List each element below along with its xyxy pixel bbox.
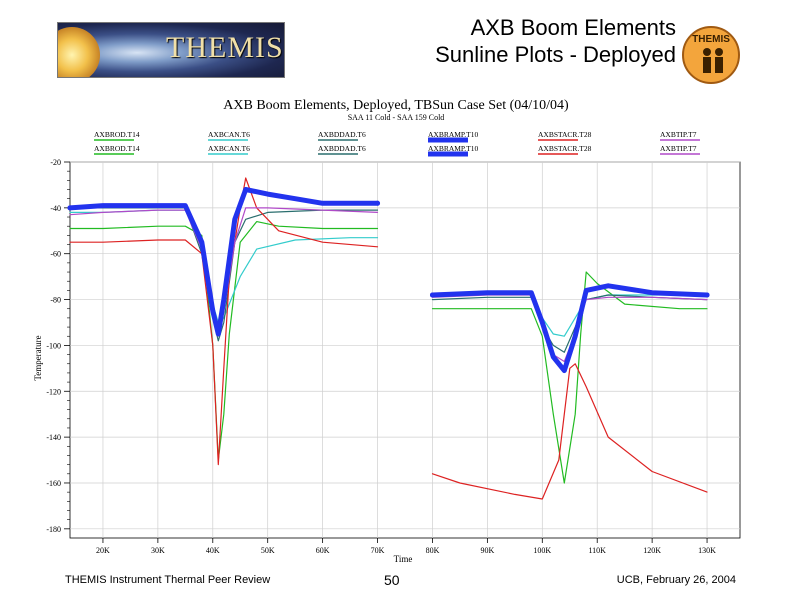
grid-lines bbox=[70, 161, 740, 538]
series-endpoint bbox=[67, 205, 73, 211]
y-tick-label: -20 bbox=[50, 158, 61, 167]
slide-title-line2: Sunline Plots - Deployed bbox=[435, 42, 676, 67]
slide-title: AXB Boom Elements Sunline Plots - Deploy… bbox=[435, 14, 676, 68]
y-tick-label: -80 bbox=[50, 296, 61, 305]
footer-review-name: THEMIS Instrument Thermal Peer Review bbox=[65, 574, 271, 586]
series-endpoint bbox=[429, 292, 435, 298]
series-line bbox=[430, 283, 710, 374]
y-tick-label: -60 bbox=[50, 250, 61, 259]
series-line bbox=[69, 177, 379, 466]
y-tick-label: -140 bbox=[46, 433, 61, 442]
footer-date: UCB, February 26, 2004 bbox=[616, 574, 736, 586]
legend-entry: AXBDDAD.T6 bbox=[318, 130, 366, 139]
legend-entry: AXBRAMP.T10 bbox=[428, 144, 478, 153]
series-endpoint bbox=[375, 200, 381, 206]
x-tick-label: 110K bbox=[588, 546, 606, 555]
legend-entry: AXBSTACR.T28 bbox=[538, 130, 592, 139]
legend-entry: AXBDDAD.T6 bbox=[318, 144, 366, 153]
legend-entry: AXBCAN.T6 bbox=[208, 130, 250, 139]
footer-page-number: 50 bbox=[384, 572, 400, 588]
themis-logo-banner: THEMIS bbox=[57, 22, 285, 78]
x-tick-label: 20K bbox=[96, 546, 110, 555]
sun-graphic bbox=[58, 27, 100, 77]
series-line bbox=[431, 363, 708, 500]
x-tick-label: 80K bbox=[426, 546, 440, 555]
series-lines bbox=[67, 177, 710, 500]
x-tick-label: 70K bbox=[371, 546, 385, 555]
y-axis: -20 -40 -60 -80 -100 -120 -140 -160 -180 bbox=[46, 158, 70, 534]
series-line bbox=[69, 221, 379, 461]
x-tick-label: 130K bbox=[698, 546, 716, 555]
chart-subtitle: SAA 11 Cold - SAA 159 Cold bbox=[348, 113, 445, 122]
y-tick-label: -180 bbox=[46, 525, 61, 534]
x-axis: 20K 30K 40K 50K 60K 70K 80K 90K 100K 110K 120K 130K bbox=[96, 538, 716, 555]
legend-entry: AXBROD.T14 bbox=[94, 130, 140, 139]
x-tick-label: 90K bbox=[480, 546, 494, 555]
series-line bbox=[67, 187, 380, 337]
chart-title: AXB Boom Elements, Deployed, TBSun Case … bbox=[223, 98, 569, 113]
x-tick-label: 50K bbox=[261, 546, 275, 555]
series-line bbox=[431, 271, 708, 484]
plot-area bbox=[69, 161, 741, 539]
y-tick-label: -120 bbox=[46, 387, 61, 396]
y-tick-label: -100 bbox=[46, 341, 61, 350]
x-tick-label: 30K bbox=[151, 546, 165, 555]
badge-figures-icon bbox=[703, 48, 723, 73]
themis-mission-badge: THEMIS bbox=[682, 26, 740, 84]
y-axis-label: Temperature bbox=[33, 335, 43, 380]
series-endpoint bbox=[704, 292, 710, 298]
legend-entry: AXBRAMP.T10 bbox=[428, 130, 478, 139]
legend-entry: AXBSTACR.T28 bbox=[538, 144, 592, 153]
chart-legend: AXBROD.T14 AXBROD.T14 AXBCAN.T6 AXBCAN.T6 AX… bbox=[94, 130, 700, 157]
x-axis-label: Time bbox=[394, 554, 413, 564]
legend-entry: AXBROD.T14 bbox=[94, 144, 140, 153]
x-tick-label: 40K bbox=[206, 546, 220, 555]
sunline-chart: AXB Boom Elements, Deployed, TBSun Case … bbox=[33, 98, 741, 564]
logo-wordmark: THEMIS bbox=[166, 31, 284, 64]
y-tick-label: -160 bbox=[46, 479, 61, 488]
x-tick-label: 100K bbox=[533, 546, 551, 555]
badge-text: THEMIS bbox=[692, 34, 730, 45]
y-tick-label: -40 bbox=[50, 204, 61, 213]
legend-entry: AXBTIP.T7 bbox=[660, 130, 697, 139]
legend-entry: AXBCAN.T6 bbox=[208, 144, 250, 153]
x-tick-label: 120K bbox=[643, 546, 661, 555]
slide-title-line1: AXB Boom Elements bbox=[470, 15, 676, 40]
legend-entry: AXBTIP.T7 bbox=[660, 144, 697, 153]
x-tick-label: 60K bbox=[316, 546, 330, 555]
series-line bbox=[431, 294, 708, 353]
